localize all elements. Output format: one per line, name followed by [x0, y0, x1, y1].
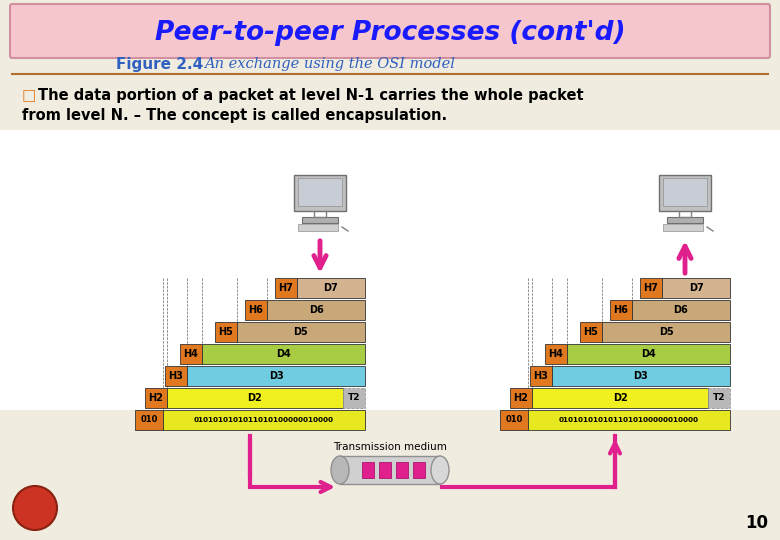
Ellipse shape [331, 456, 349, 484]
Bar [545, 344, 567, 364]
Text: D2: D2 [247, 393, 262, 403]
Bar [632, 300, 730, 320]
Bar [663, 224, 703, 231]
Bar [662, 278, 730, 298]
Bar [294, 175, 346, 211]
Bar [215, 322, 237, 342]
Bar [245, 300, 267, 320]
FancyBboxPatch shape [10, 4, 770, 58]
Bar [343, 388, 365, 408]
Bar [135, 410, 163, 430]
Text: H7: H7 [644, 283, 658, 293]
Bar [275, 278, 297, 298]
Bar [302, 217, 338, 223]
Text: An exchange using the OSI model: An exchange using the OSI model [204, 57, 456, 71]
Text: D3: D3 [268, 371, 283, 381]
Text: D2: D2 [612, 393, 627, 403]
Text: H2: H2 [148, 393, 164, 403]
Bar [532, 388, 708, 408]
Text: 10: 10 [745, 514, 768, 532]
Ellipse shape [431, 456, 449, 484]
Text: D6: D6 [674, 305, 689, 315]
Bar [659, 175, 711, 211]
Text: H3: H3 [534, 371, 548, 381]
Circle shape [13, 486, 57, 530]
Bar [510, 388, 532, 408]
Bar [580, 322, 602, 342]
Text: 010: 010 [140, 415, 158, 424]
Bar [602, 322, 730, 342]
Bar [708, 388, 730, 408]
Bar [528, 410, 730, 430]
Bar [0, 130, 780, 410]
Text: D5: D5 [293, 327, 308, 337]
Text: Peer-to-peer Processes (cont'd): Peer-to-peer Processes (cont'd) [154, 20, 626, 46]
Text: H4: H4 [548, 349, 563, 359]
Text: D7: D7 [324, 283, 339, 293]
Bar [167, 388, 343, 408]
Text: D4: D4 [276, 349, 291, 359]
Text: Transmission medium: Transmission medium [333, 442, 447, 452]
Bar [667, 217, 703, 223]
Text: 0101010101011010100000010000: 0101010101011010100000010000 [194, 417, 334, 423]
Bar [297, 278, 365, 298]
Bar [202, 344, 365, 364]
Bar [340, 456, 440, 484]
Bar [362, 462, 374, 478]
Text: D3: D3 [633, 371, 648, 381]
Bar [413, 462, 425, 478]
Text: D7: D7 [689, 283, 704, 293]
Text: H6: H6 [249, 305, 264, 315]
Text: from level N. – The concept is called encapsulation.: from level N. – The concept is called en… [22, 108, 447, 123]
Text: H5: H5 [218, 327, 233, 337]
Bar [500, 410, 528, 430]
Bar [163, 410, 365, 430]
Bar [640, 278, 662, 298]
Text: H5: H5 [583, 327, 598, 337]
Text: □: □ [22, 88, 37, 103]
Text: D5: D5 [658, 327, 673, 337]
Bar [610, 300, 632, 320]
Bar [396, 462, 408, 478]
Bar [145, 388, 167, 408]
Text: D6: D6 [309, 305, 324, 315]
Bar [663, 178, 707, 206]
Bar [267, 300, 365, 320]
Text: H4: H4 [183, 349, 198, 359]
Text: T2: T2 [713, 394, 725, 402]
Bar [180, 344, 202, 364]
Bar [567, 344, 730, 364]
Text: D4: D4 [641, 349, 656, 359]
Bar [379, 462, 391, 478]
Bar [530, 366, 552, 386]
Text: Figure 2.4: Figure 2.4 [116, 57, 204, 71]
Text: The data portion of a packet at level N-1 carries the whole packet: The data portion of a packet at level N-… [38, 88, 583, 103]
Text: H3: H3 [168, 371, 183, 381]
Bar [237, 322, 365, 342]
Text: T2: T2 [348, 394, 360, 402]
Text: H7: H7 [278, 283, 293, 293]
Text: H2: H2 [513, 393, 528, 403]
Text: H6: H6 [614, 305, 629, 315]
Bar [187, 366, 365, 386]
Text: 010: 010 [505, 415, 523, 424]
Bar [298, 178, 342, 206]
Bar [298, 224, 338, 231]
Bar [552, 366, 730, 386]
Bar [165, 366, 187, 386]
Text: 0101010101011010100000010000: 0101010101011010100000010000 [559, 417, 699, 423]
